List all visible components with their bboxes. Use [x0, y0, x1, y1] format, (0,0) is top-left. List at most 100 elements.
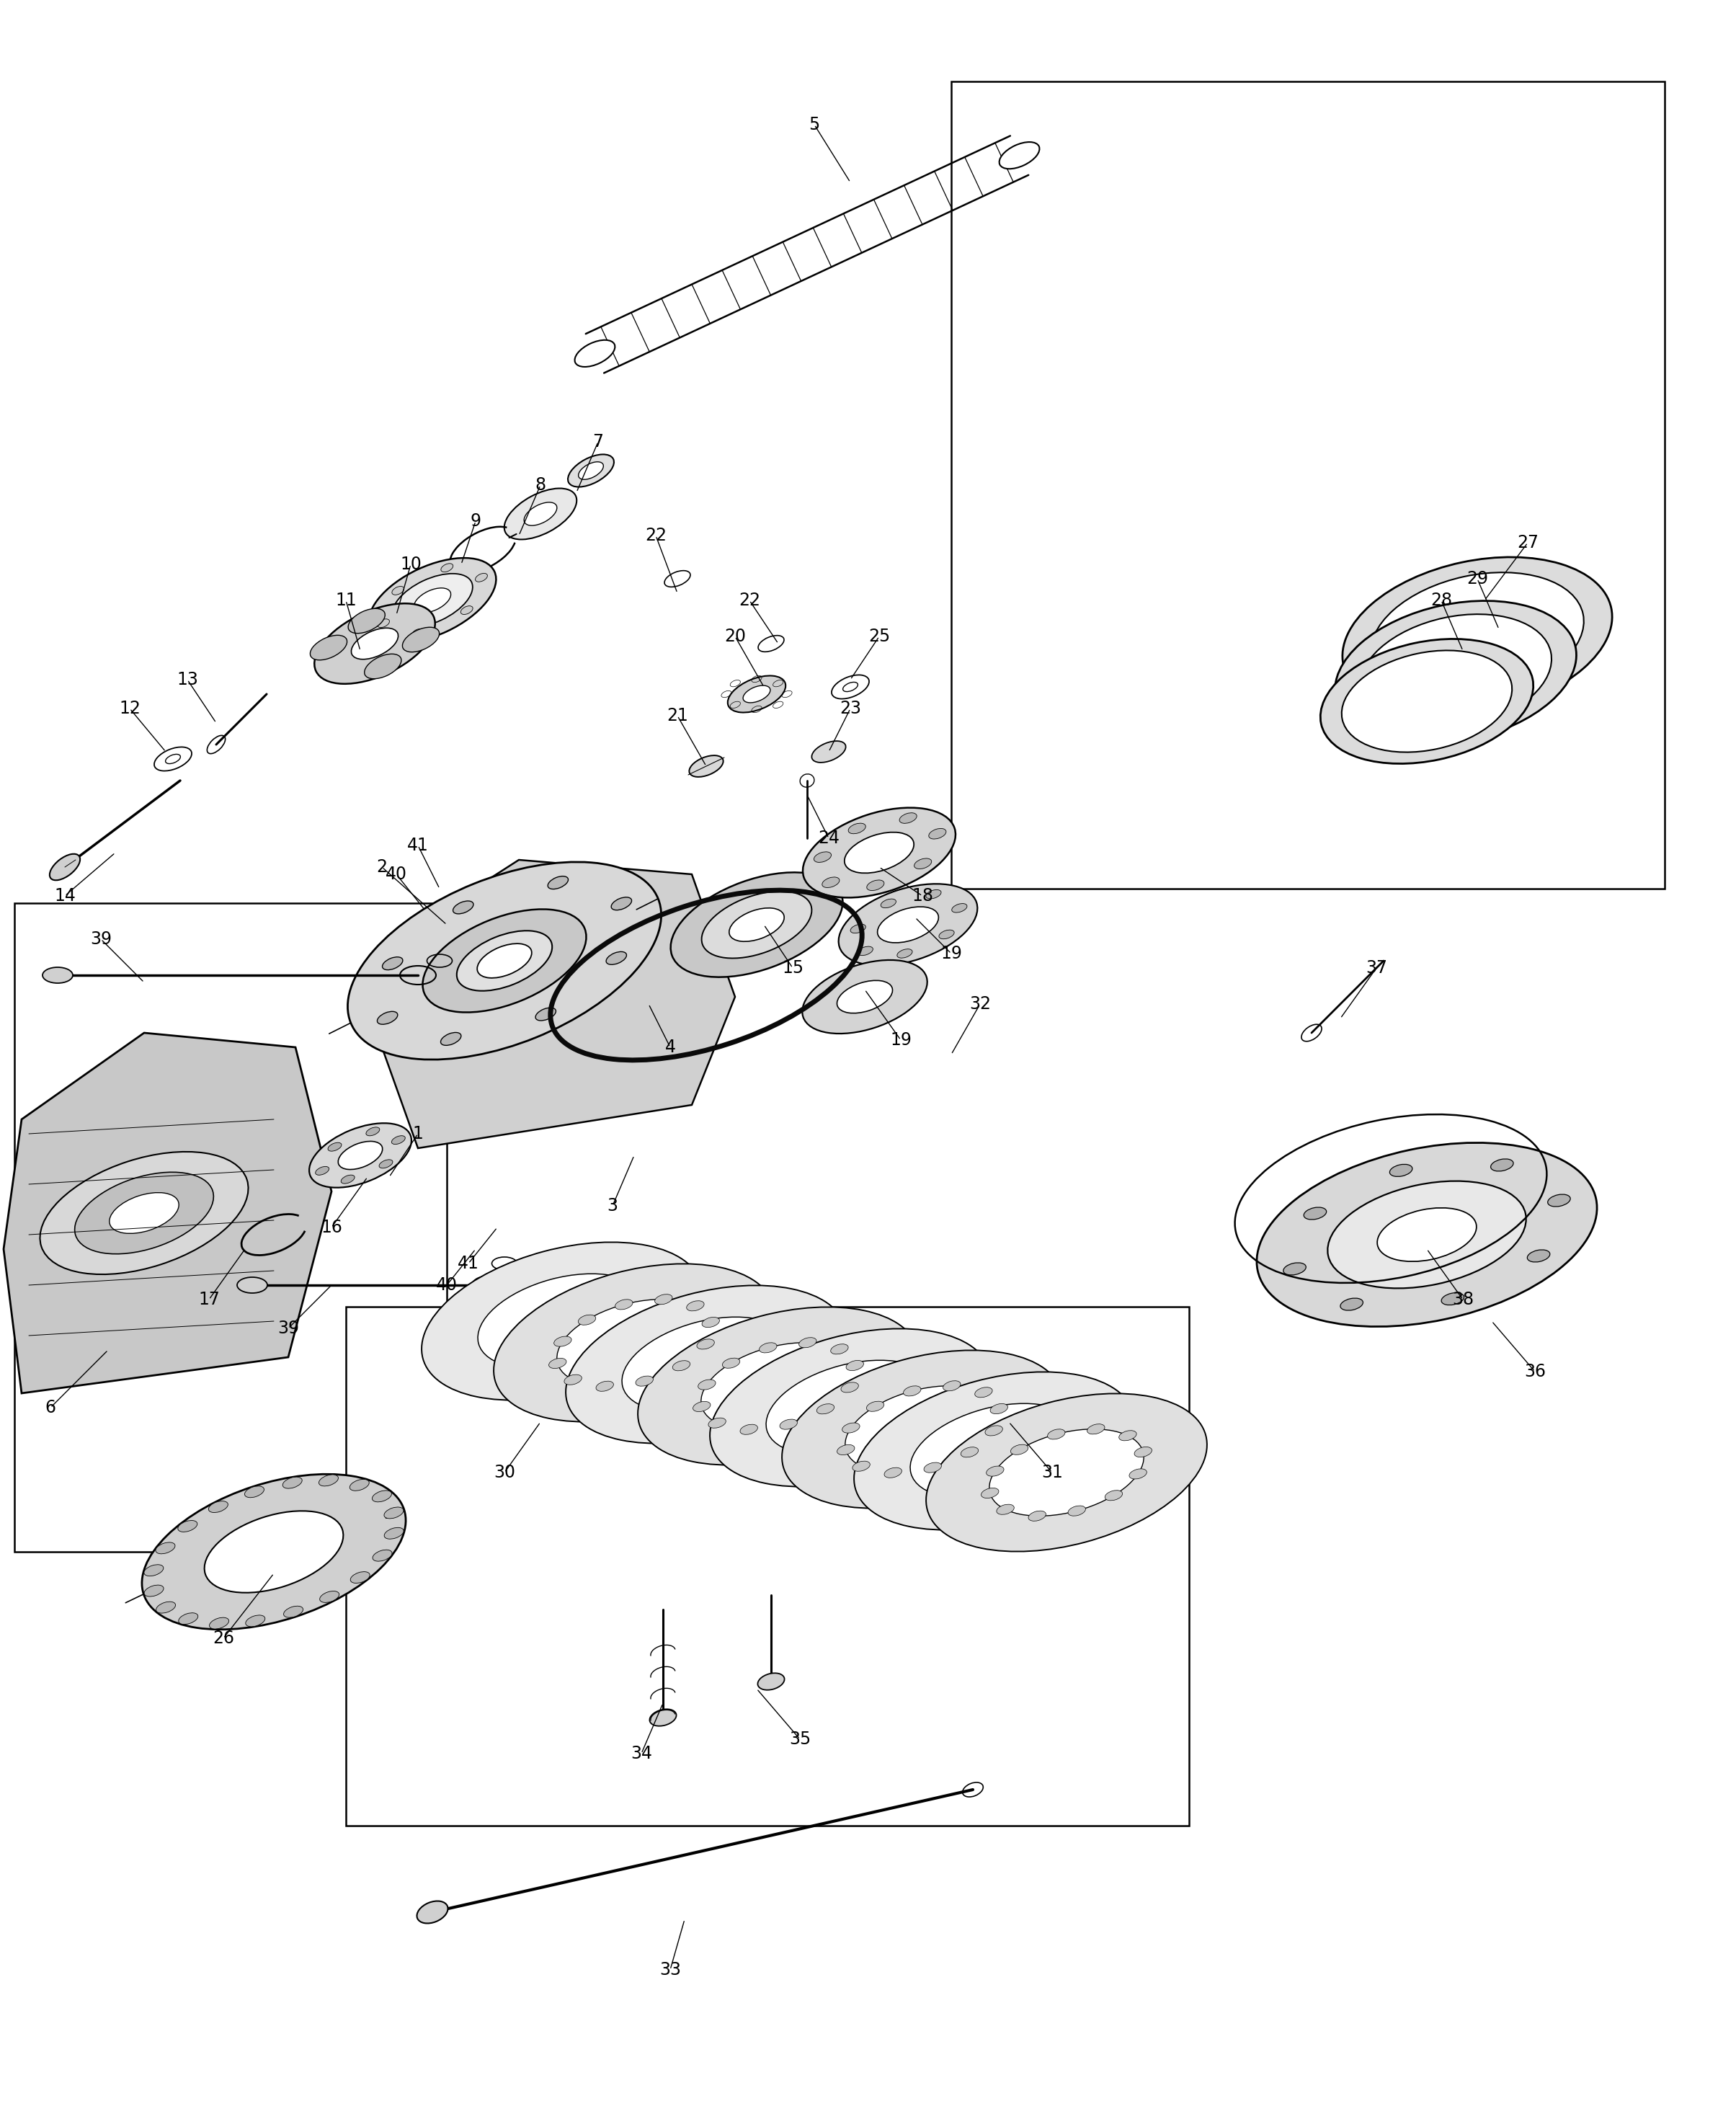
Text: 33: 33 — [660, 1962, 681, 1979]
Ellipse shape — [40, 1152, 248, 1275]
Text: 4: 4 — [665, 1038, 675, 1055]
Ellipse shape — [109, 1192, 179, 1232]
Ellipse shape — [899, 812, 917, 822]
Ellipse shape — [564, 1374, 582, 1385]
Ellipse shape — [698, 1380, 715, 1389]
Text: 26: 26 — [212, 1630, 234, 1647]
Ellipse shape — [316, 1167, 330, 1175]
Ellipse shape — [710, 1330, 991, 1486]
Ellipse shape — [1028, 1512, 1045, 1522]
Ellipse shape — [575, 340, 615, 368]
Ellipse shape — [1340, 1298, 1363, 1311]
Ellipse shape — [925, 890, 941, 898]
Text: 37: 37 — [1366, 960, 1387, 977]
Ellipse shape — [635, 1376, 653, 1387]
Ellipse shape — [838, 884, 977, 966]
Ellipse shape — [759, 1342, 776, 1353]
Ellipse shape — [686, 1300, 705, 1311]
Ellipse shape — [441, 1032, 462, 1044]
Ellipse shape — [309, 1123, 411, 1188]
Ellipse shape — [578, 1315, 595, 1325]
Ellipse shape — [1104, 1490, 1123, 1501]
Polygon shape — [3, 1034, 332, 1393]
Ellipse shape — [939, 930, 955, 939]
Ellipse shape — [1335, 600, 1576, 744]
Text: 7: 7 — [592, 433, 604, 450]
Ellipse shape — [377, 619, 389, 628]
Ellipse shape — [637, 1306, 918, 1465]
Ellipse shape — [1359, 615, 1552, 731]
Ellipse shape — [384, 1528, 404, 1539]
Ellipse shape — [392, 573, 472, 628]
Ellipse shape — [898, 949, 913, 958]
Ellipse shape — [477, 943, 531, 979]
Ellipse shape — [205, 1512, 344, 1592]
Text: 19: 19 — [891, 1032, 911, 1049]
Ellipse shape — [990, 1404, 1009, 1414]
Text: 21: 21 — [667, 706, 687, 725]
Ellipse shape — [179, 1613, 198, 1624]
Ellipse shape — [283, 1607, 304, 1617]
Text: 10: 10 — [399, 556, 422, 573]
Text: 14: 14 — [54, 888, 76, 905]
Ellipse shape — [319, 1476, 339, 1486]
Ellipse shape — [851, 924, 866, 932]
Ellipse shape — [880, 898, 896, 907]
Ellipse shape — [1010, 1444, 1028, 1454]
Ellipse shape — [842, 1423, 859, 1433]
Ellipse shape — [403, 628, 439, 651]
Ellipse shape — [837, 1444, 854, 1454]
Ellipse shape — [781, 1351, 1062, 1507]
Ellipse shape — [757, 1672, 785, 1689]
Ellipse shape — [606, 951, 627, 964]
Ellipse shape — [837, 981, 892, 1013]
Ellipse shape — [557, 1300, 712, 1387]
Text: 41: 41 — [408, 837, 429, 854]
Ellipse shape — [693, 1402, 710, 1412]
Ellipse shape — [50, 854, 80, 879]
Ellipse shape — [535, 1008, 556, 1021]
Ellipse shape — [649, 1708, 677, 1725]
Ellipse shape — [347, 863, 661, 1059]
Ellipse shape — [670, 873, 842, 977]
Ellipse shape — [283, 1478, 302, 1488]
Ellipse shape — [858, 947, 873, 956]
Ellipse shape — [996, 1505, 1014, 1514]
Ellipse shape — [382, 958, 403, 970]
Text: 18: 18 — [911, 888, 934, 905]
Ellipse shape — [238, 1277, 267, 1294]
Ellipse shape — [611, 896, 632, 911]
Ellipse shape — [339, 1142, 382, 1169]
Ellipse shape — [1128, 1469, 1147, 1480]
Text: 16: 16 — [321, 1220, 342, 1237]
Ellipse shape — [422, 909, 587, 1013]
Text: 3: 3 — [608, 1197, 618, 1213]
Ellipse shape — [903, 1387, 920, 1395]
Text: 34: 34 — [630, 1744, 653, 1763]
Ellipse shape — [884, 1467, 901, 1478]
Ellipse shape — [373, 1550, 392, 1562]
Text: 29: 29 — [1467, 571, 1488, 588]
Ellipse shape — [844, 833, 913, 873]
Text: 9: 9 — [470, 512, 481, 531]
Ellipse shape — [986, 1465, 1003, 1476]
Ellipse shape — [378, 1161, 392, 1169]
Ellipse shape — [696, 1338, 715, 1349]
Ellipse shape — [1342, 651, 1512, 753]
Ellipse shape — [615, 1300, 632, 1309]
Ellipse shape — [156, 1543, 175, 1554]
Ellipse shape — [722, 1357, 740, 1368]
Text: 5: 5 — [809, 116, 819, 133]
Text: 1: 1 — [413, 1125, 424, 1142]
Ellipse shape — [1377, 1207, 1477, 1262]
Text: 13: 13 — [177, 670, 198, 689]
Text: 38: 38 — [1451, 1292, 1474, 1309]
Ellipse shape — [453, 901, 474, 913]
Text: 24: 24 — [818, 829, 840, 848]
Ellipse shape — [417, 1900, 448, 1924]
Ellipse shape — [328, 1142, 342, 1152]
Text: 27: 27 — [1517, 535, 1538, 552]
Text: 20: 20 — [724, 628, 746, 645]
Ellipse shape — [493, 1264, 774, 1423]
Text: 40: 40 — [385, 865, 408, 884]
